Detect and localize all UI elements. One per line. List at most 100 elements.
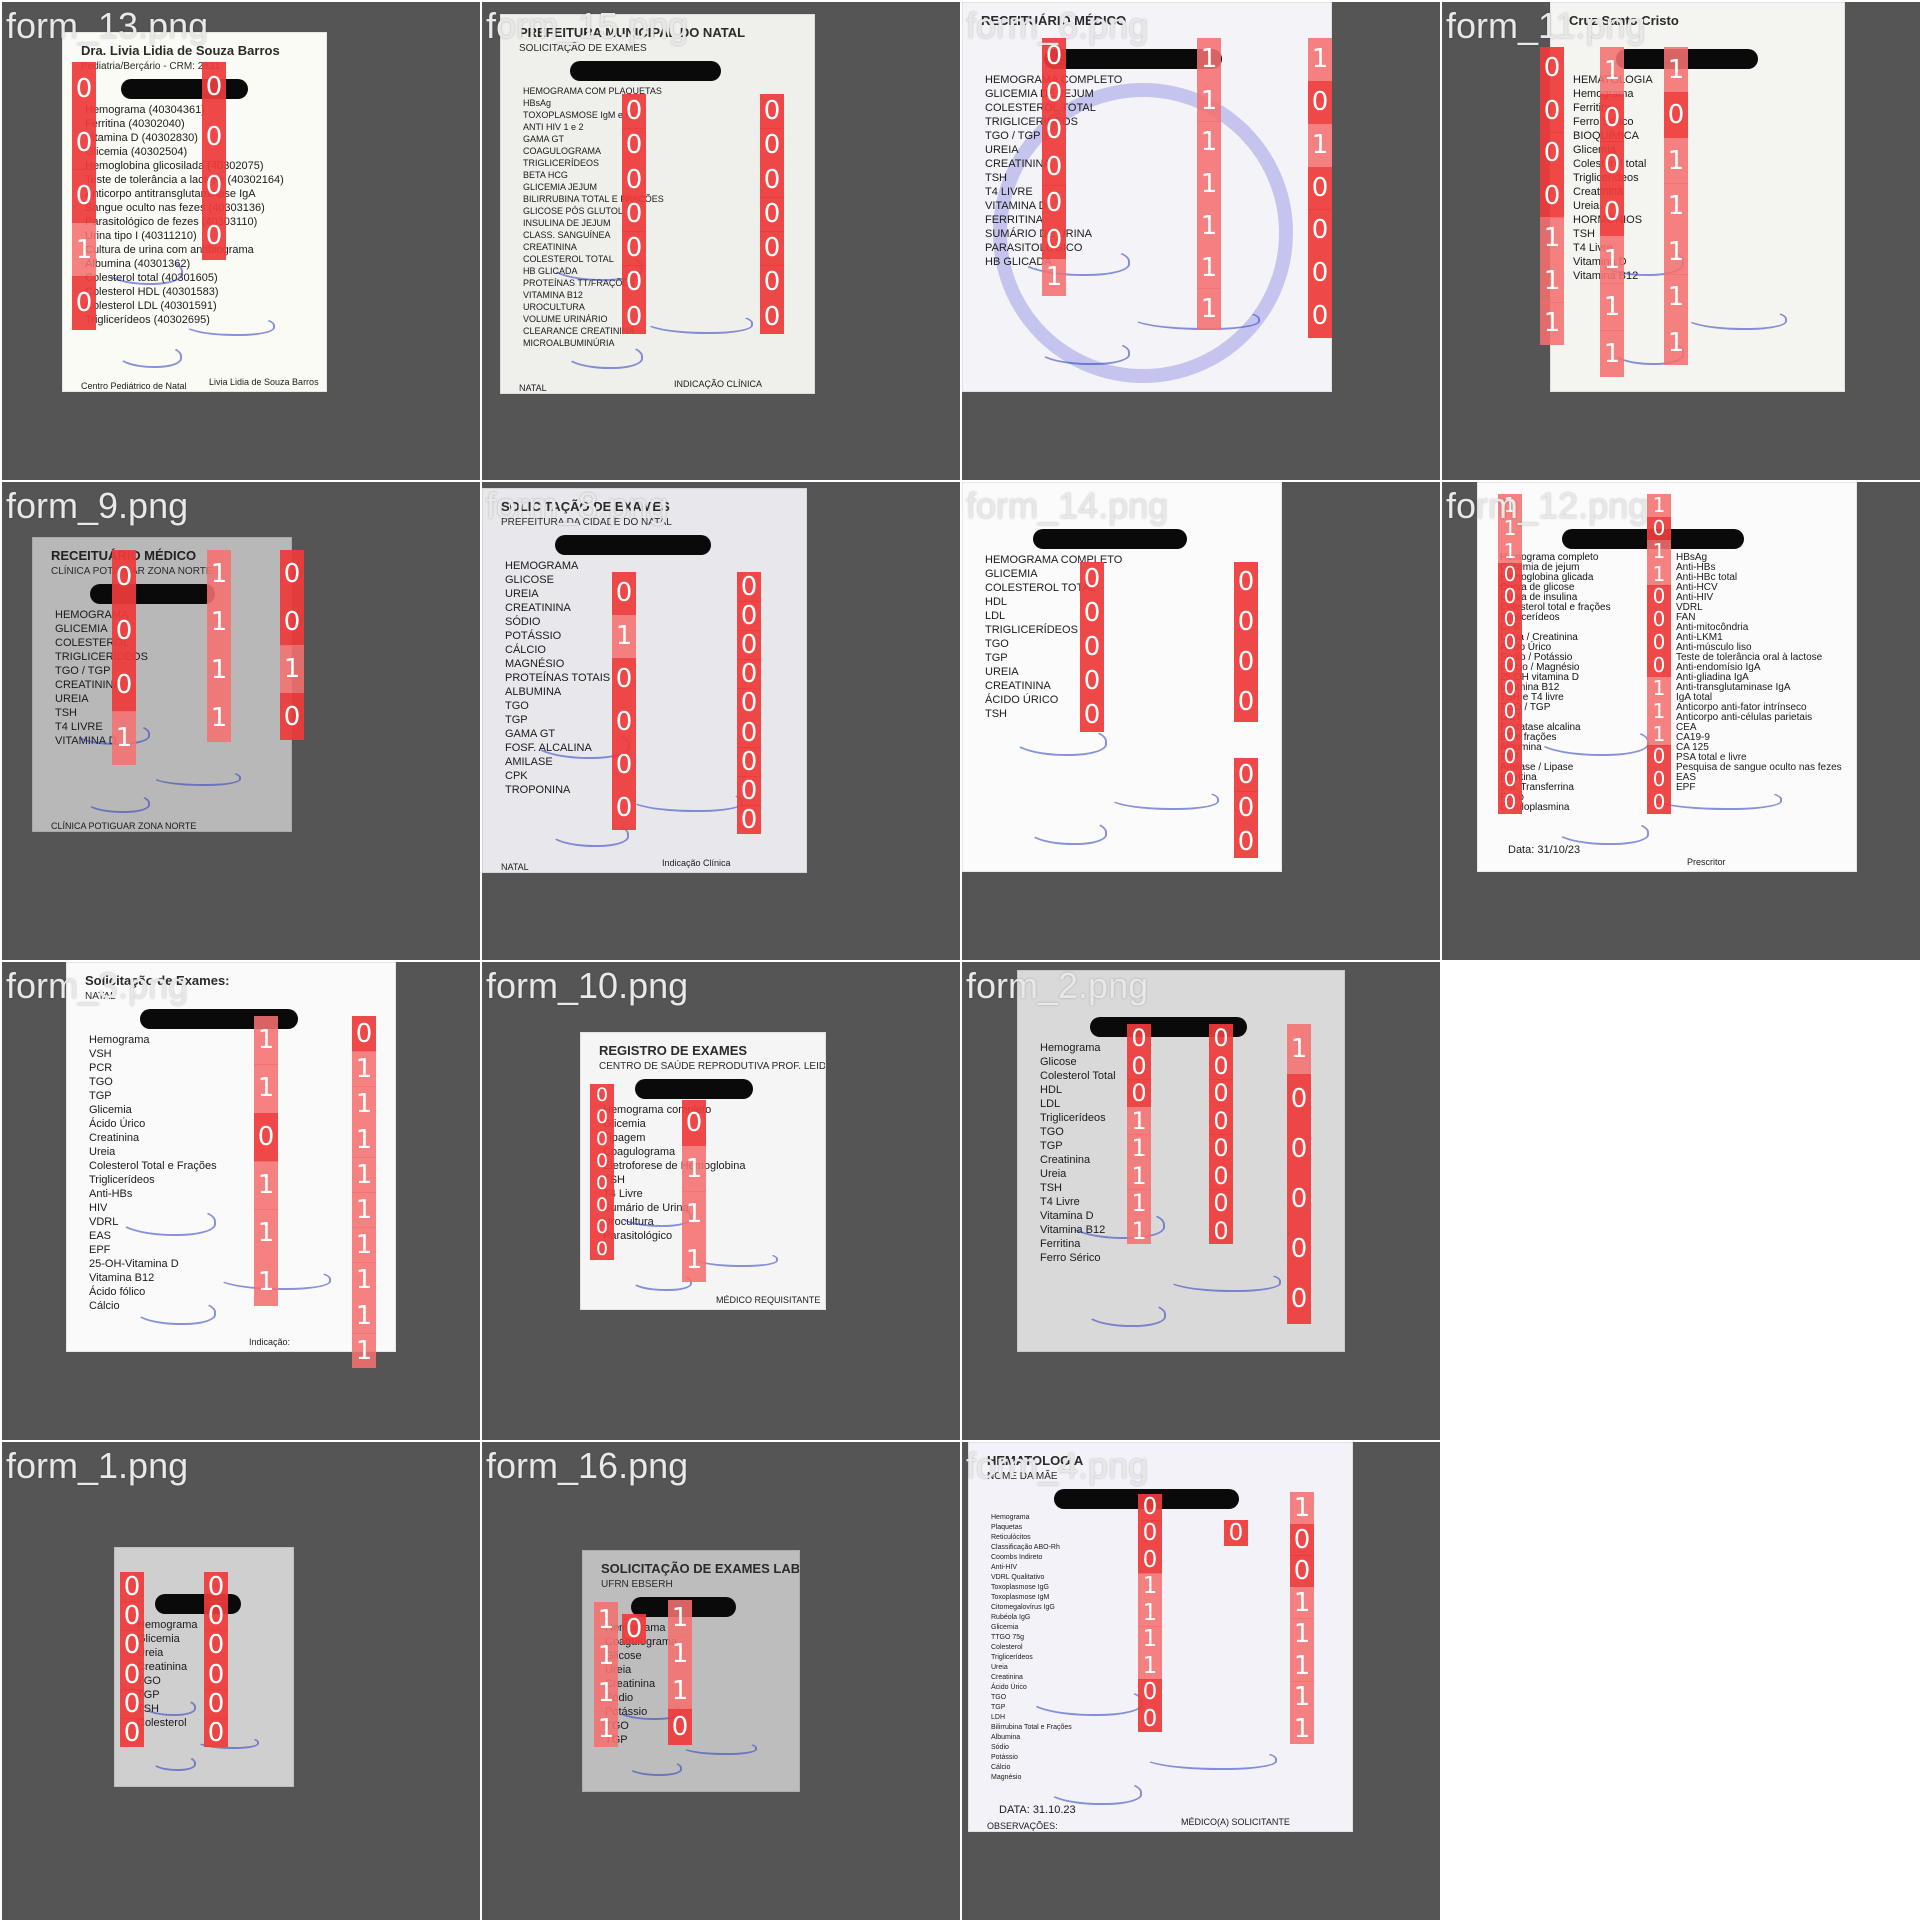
prediction-label: 0 [1080, 562, 1104, 596]
image-tile: Cruz Santo CristoHEMATOLOGIAHemogramaFer… [1442, 2, 1920, 480]
prediction-label: 0 [280, 550, 304, 598]
prediction-label: 0 [1080, 630, 1104, 664]
handwriting-ink [85, 792, 150, 813]
exam-item: Ácido Úrico [991, 1684, 1027, 1691]
prediction-label: 1 [1647, 700, 1671, 723]
exam-item: Ferritina (40302040) [85, 118, 185, 130]
exam-item: CEA [1676, 722, 1697, 733]
form-signature-label: Prescritor [1687, 857, 1726, 867]
exam-item: TGP [1040, 1140, 1063, 1152]
prediction-label: 1 [352, 1333, 376, 1368]
exam-item: Creatinina [991, 1674, 1023, 1681]
exam-item: HDL [1040, 1084, 1063, 1096]
prediction-label: 0 [590, 1128, 614, 1150]
prediction-label: 0 [590, 1084, 614, 1106]
prediction-label: 1 [352, 1051, 376, 1087]
exam-item: T4 Livre [1040, 1196, 1080, 1208]
exam-item: Anti-HBc total [1676, 572, 1738, 583]
exam-item: Hemoglobina glicada [1500, 572, 1594, 583]
prediction-label: 0 [1498, 563, 1522, 586]
exam-item: Cultura de urina com antibiograma [85, 244, 254, 256]
prediction-label: 0 [760, 300, 784, 334]
image-tile: Dra. Livia Lidia de Souza Barros Pediatri… [2, 2, 480, 480]
exam-item: LDL [985, 610, 1006, 622]
exam-item: TGP [991, 1704, 1006, 1711]
handwriting-ink [151, 1754, 196, 1771]
prediction-label: 1 [254, 1016, 278, 1065]
prediction-label: 0 [1647, 654, 1671, 677]
handwriting-ink [1011, 725, 1107, 756]
prediction-label: 1 [352, 1227, 376, 1263]
prediction-label: 0 [280, 598, 304, 646]
prediction-label: 1 [352, 1122, 376, 1158]
prediction-label: 0 [72, 116, 96, 170]
prediction-label: 1 [668, 1600, 692, 1637]
tile-filename: form_10.png [486, 965, 689, 1006]
image-tile: RECEITUÁRIO MÉDICO HEMOGRAMA COMPLETO GLIC… [962, 2, 1440, 480]
exam-item: Anti-LKM1 [1676, 632, 1723, 643]
form-document: Dra. Livia Lidia de Souza Barros Pediatri… [62, 32, 327, 392]
prediction-label: 1 [1498, 517, 1522, 540]
prediction-label: 0 [72, 276, 96, 330]
prediction-label: 0 [120, 1601, 144, 1631]
exam-item: SUMÁRIO DE URINA [985, 228, 1092, 240]
exam-item: IgA total [1676, 692, 1713, 703]
exam-item: GLICEMIA [55, 623, 108, 635]
prediction-label: 0 [1209, 1162, 1233, 1190]
exam-item: HEMOGRAMA COMPLETO [985, 554, 1123, 566]
exam-item: CLASS. SANGUÍNEA [523, 230, 611, 240]
exam-item: CÁLCIO [505, 644, 546, 656]
exam-item: TRIGLICERÍDEOS [523, 158, 600, 168]
exam-item: Creatinina [89, 1132, 140, 1144]
exam-item: Sangue oculto nas fezes (40303136) [85, 202, 265, 214]
prediction-label: 1 [1290, 1492, 1314, 1524]
prediction-label: 1 [352, 1086, 376, 1122]
exam-item: GLICEMIA JEJUM [523, 182, 598, 192]
prediction-label: 0 [1209, 1107, 1233, 1135]
image-tile: Hemograma Glicemia Ureia Creatinina TGO TGP TS… [2, 1442, 480, 1920]
exam-item: HBsAg [1676, 552, 1708, 563]
tile-filename: form_3.png [6, 965, 189, 1006]
exam-item: Anti-gliadina IgA [1676, 672, 1749, 683]
prediction-label: 0 [1224, 1520, 1248, 1546]
exam-item: HDL [985, 596, 1008, 608]
prediction-label: 0 [1287, 1174, 1311, 1224]
form-document: SOLICITAÇÃO DE EXAMES PREFEITURA DA CIDAD… [482, 488, 807, 873]
tile-filename: form_14.png [966, 485, 1169, 526]
form-document: Cruz Santo CristoHEMATOLOGIAHemogramaFer… [1550, 2, 1845, 392]
prediction-label: 1 [1127, 1162, 1151, 1190]
prediction-label: 1 [1127, 1107, 1151, 1135]
exam-item: Triglicerídeos [991, 1654, 1033, 1661]
prediction-label: 0 [737, 659, 761, 689]
exam-item: Hemograma [991, 1514, 1030, 1521]
prediction-label: 0 [1308, 252, 1332, 295]
exam-item: TSH [985, 172, 1007, 184]
prediction-label: 1 [1197, 163, 1221, 205]
prediction-label: 0 [72, 169, 96, 223]
prediction-label: 0 [1080, 664, 1104, 698]
prediction-label: 0 [1138, 1520, 1162, 1547]
prediction-label: 1 [1498, 540, 1522, 563]
prediction-label: 0 [622, 163, 646, 198]
exam-item: CREATININA [985, 158, 1051, 170]
prediction-label: 0 [1209, 1024, 1233, 1052]
prediction-label: 1 [1290, 1681, 1314, 1713]
prediction-label: 0 [1127, 1079, 1151, 1107]
exam-item: COAGULOGRAMA [523, 146, 602, 156]
prediction-label: 0 [760, 265, 784, 300]
prediction-label: 0 [1308, 295, 1332, 338]
exam-item: VITAMINA D [985, 200, 1047, 212]
prediction-label: 0 [737, 718, 761, 748]
prediction-label: 1 [1647, 540, 1671, 563]
prediction-label: 1 [1664, 183, 1688, 229]
prediction-label: 0 [1498, 723, 1522, 746]
prediction-label: 0 [682, 1100, 706, 1146]
empty-tile [1442, 962, 1920, 1440]
